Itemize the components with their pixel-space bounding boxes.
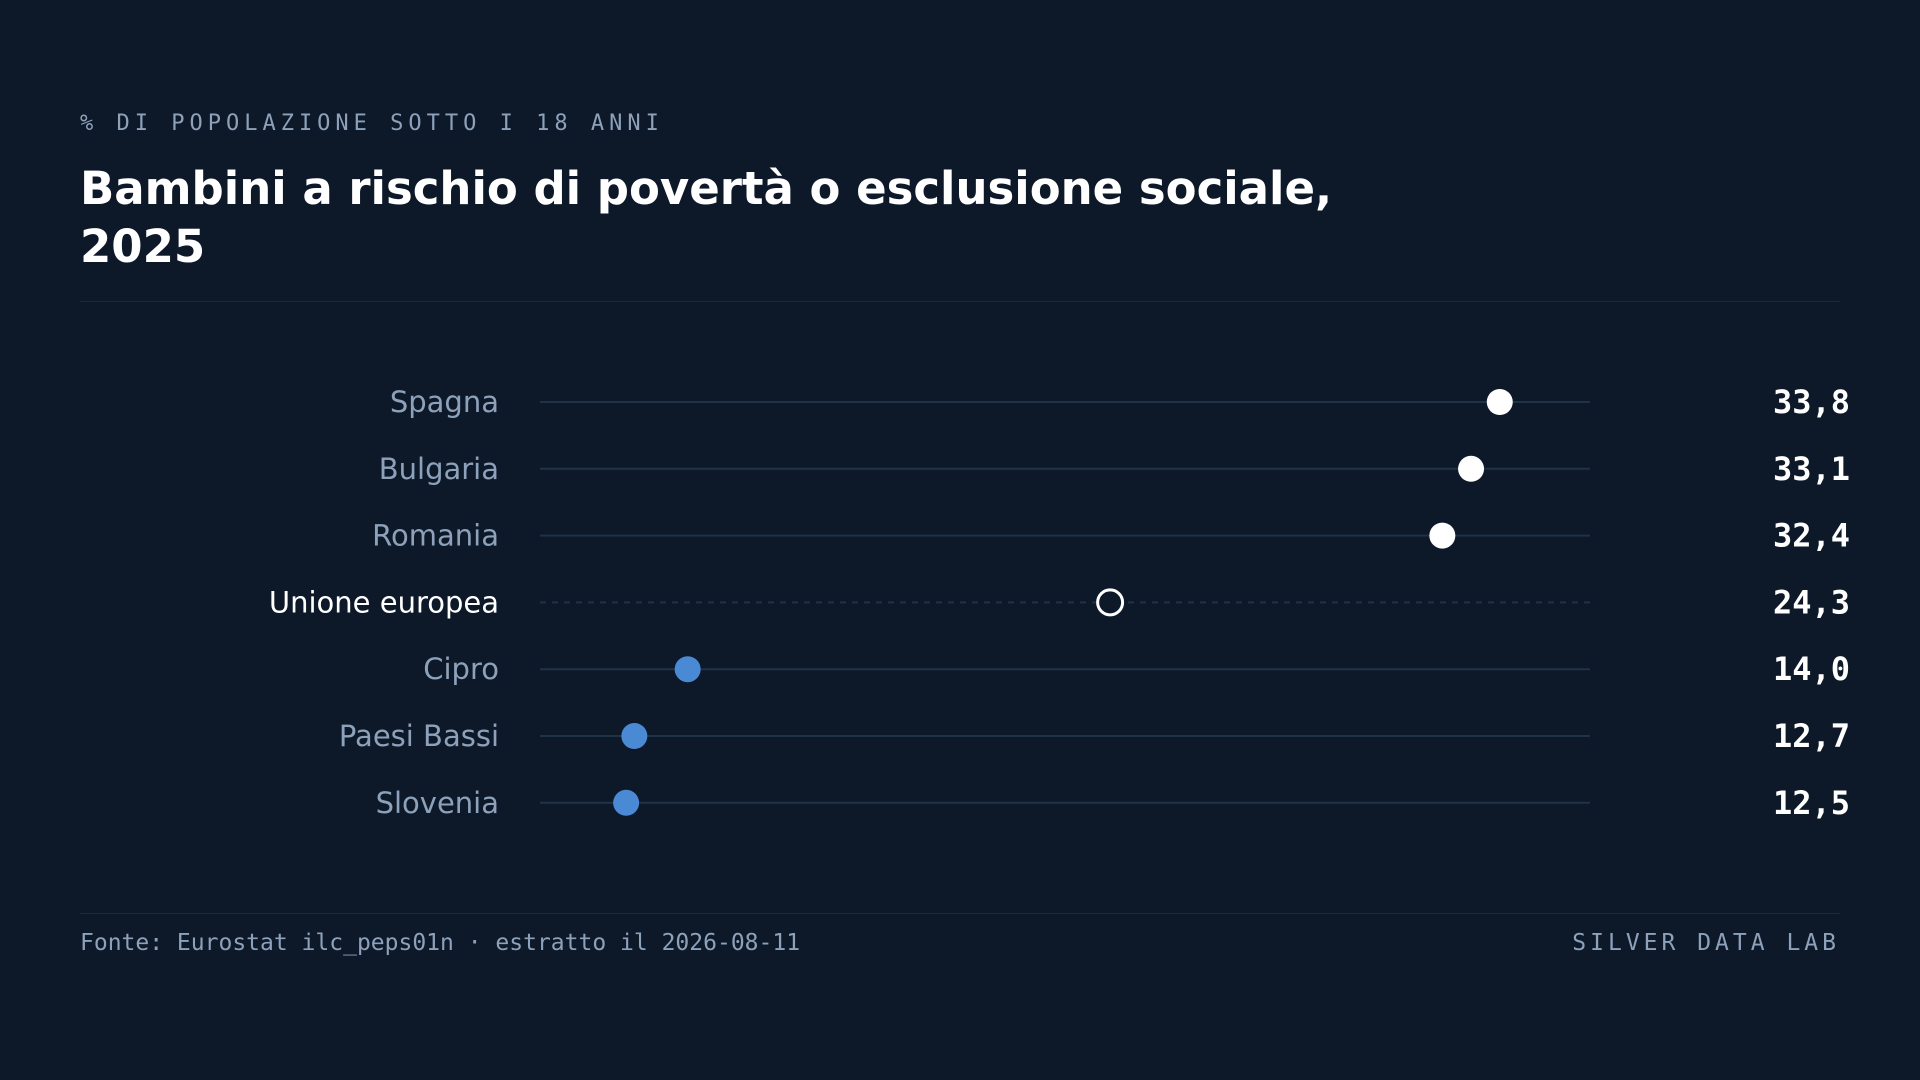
value-label: 33,8 [1773,383,1850,421]
value-label: 12,7 [1773,717,1850,755]
value-label: 12,5 [1773,784,1850,822]
value-label: 32,4 [1773,517,1850,555]
brand-label: SILVER DATA LAB [1572,930,1840,956]
category-label: Slovenia [376,786,499,820]
category-label: Cipro [423,652,499,686]
category-label: Paesi Bassi [339,719,499,753]
category-label: Unione europea [269,585,499,619]
category-label: Bulgaria [379,452,499,486]
category-label: Spagna [390,385,499,419]
source-note: Fonte: Eurostat ilc_peps01n · estratto i… [80,930,801,956]
data-point [621,723,648,749]
data-point [1458,455,1485,482]
reference-point [1096,588,1125,617]
chart-title: Bambini a rischio di povertà o esclusion… [80,162,1333,273]
footer-divider [80,913,1840,914]
value-label: 24,3 [1773,583,1850,621]
value-label: 14,0 [1773,650,1850,688]
data-point [674,656,701,683]
header-divider [80,301,1840,302]
value-label: 33,1 [1773,450,1850,488]
category-label: Romania [372,519,499,553]
data-point [613,789,640,816]
data-point [1486,389,1513,415]
chart-kicker: % DI POPOLAZIONE SOTTO I 18 ANNI [80,111,664,136]
data-point [1429,522,1456,549]
